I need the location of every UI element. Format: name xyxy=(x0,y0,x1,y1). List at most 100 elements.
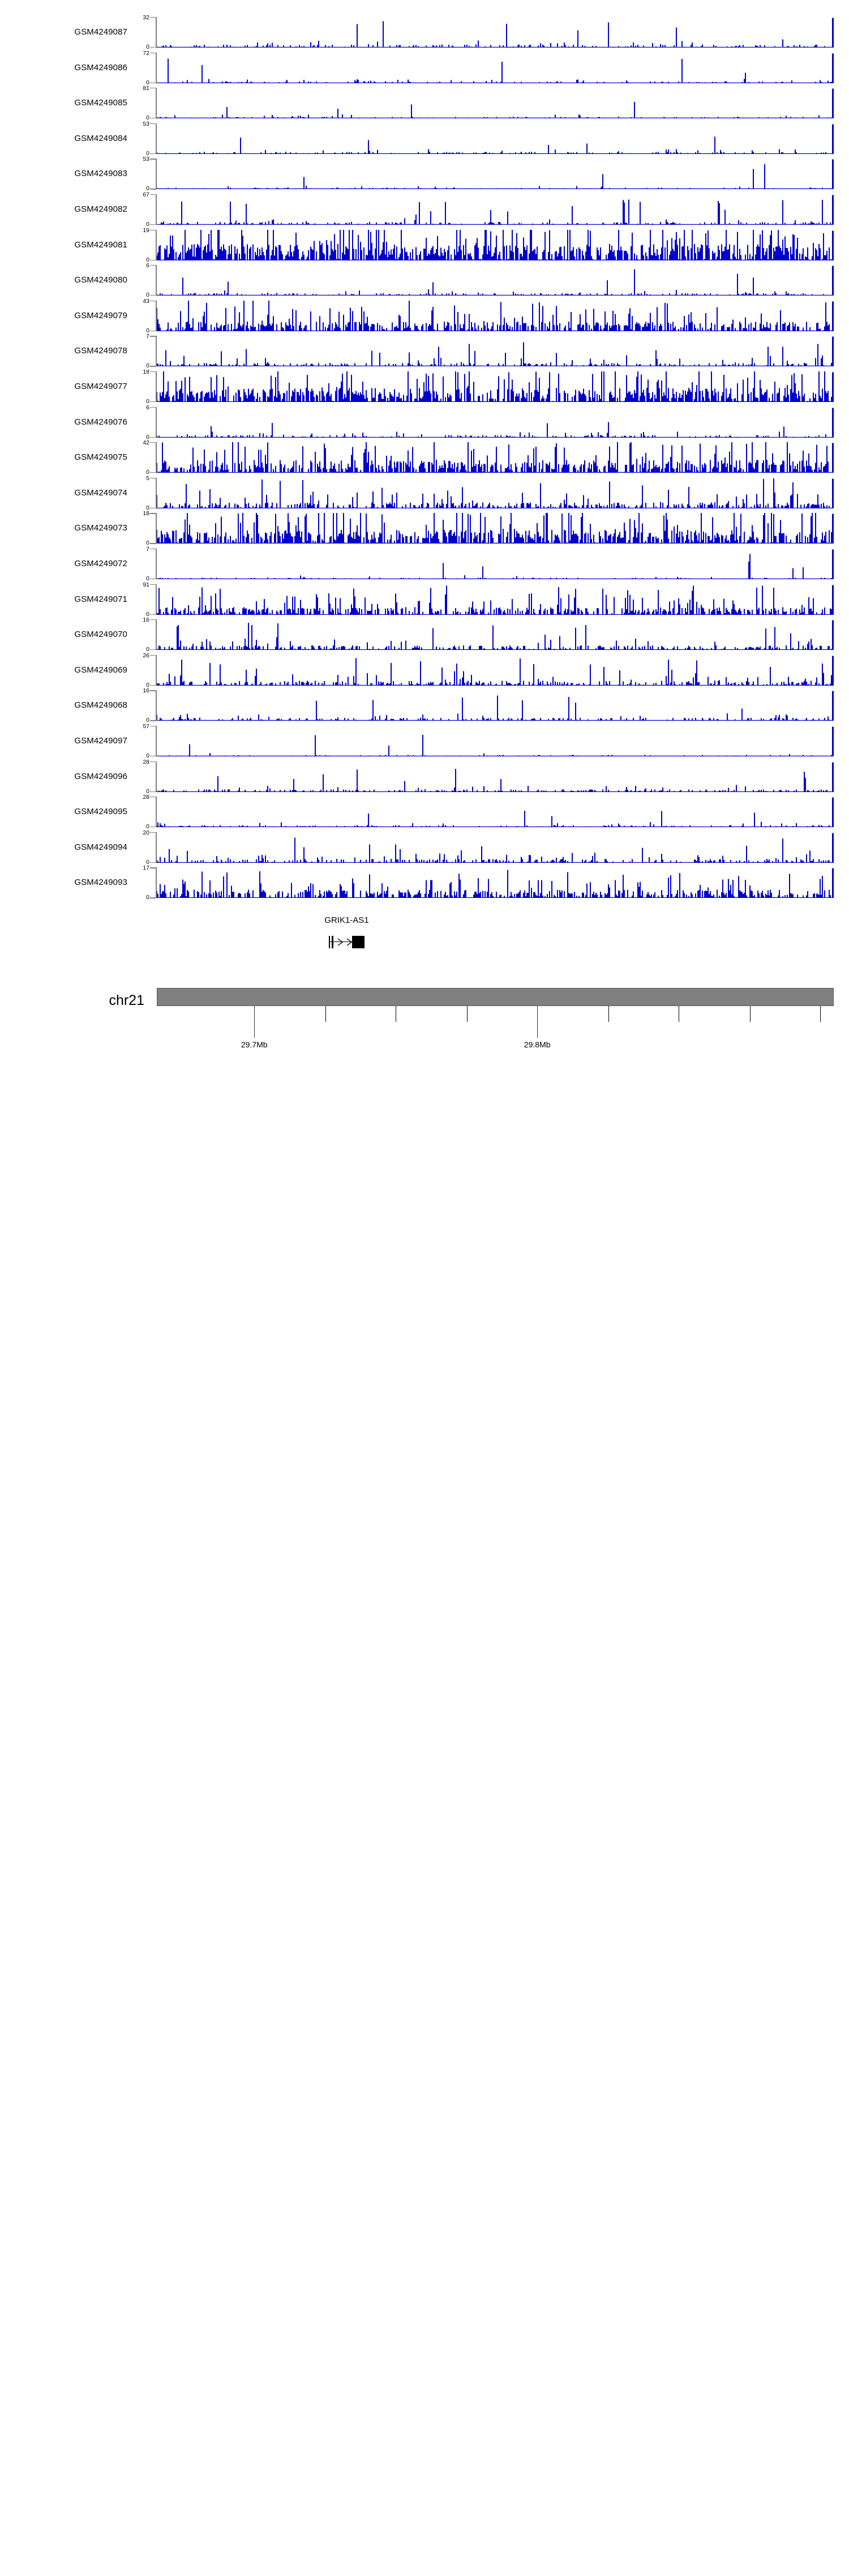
axis-min-label: 0 xyxy=(146,540,149,547)
coverage-plot[interactable] xyxy=(157,123,834,154)
ruler-tick xyxy=(608,1006,609,1022)
axis-min-label: 0 xyxy=(146,292,149,299)
coverage-plot[interactable] xyxy=(157,477,834,508)
axis-max-label: 91 xyxy=(143,581,149,588)
coverage-track[interactable]: GSM4249076 6 0 xyxy=(0,405,849,443)
axis-max-label: 16 xyxy=(143,617,149,624)
axis-tick-max xyxy=(150,265,156,266)
coverage-track[interactable]: GSM4249087 32 0 xyxy=(0,14,849,53)
axis-spine xyxy=(156,797,157,828)
axis-spine xyxy=(156,17,157,48)
coverage-plot[interactable] xyxy=(157,584,834,615)
coverage-plot[interactable] xyxy=(157,52,834,83)
coverage-plot[interactable] xyxy=(157,690,834,721)
genomic-coordinate-ruler: chr21 29.7Mb 29.8Mb xyxy=(0,988,849,1062)
coverage-track[interactable]: GSM4249096 28 0 xyxy=(0,759,849,797)
axis-spine xyxy=(156,654,157,686)
axis-spine xyxy=(156,690,157,721)
coverage-plot[interactable] xyxy=(157,726,834,756)
coverage-track[interactable]: GSM4249073 18 0 xyxy=(0,511,849,549)
axis-max-label: 32 xyxy=(143,14,149,21)
track-label-gsm4249095: GSM4249095 xyxy=(74,807,127,817)
axis-max-label: 6 xyxy=(146,262,149,269)
coverage-track[interactable]: GSM4249078 7 0 xyxy=(0,333,849,371)
coverage-track[interactable]: GSM4249080 6 0 xyxy=(0,262,849,301)
axis-min-label: 0 xyxy=(146,681,149,688)
axis-spine xyxy=(156,513,157,544)
coverage-track[interactable]: GSM4249079 43 0 xyxy=(0,297,849,336)
coverage-track[interactable]: GSM4249075 42 0 xyxy=(0,439,849,478)
axis-min-label: 0 xyxy=(146,610,149,618)
coverage-plot[interactable] xyxy=(157,797,834,828)
coverage-track[interactable]: GSM4249095 28 0 xyxy=(0,794,849,832)
axis-min-label: 0 xyxy=(146,823,149,831)
coverage-track[interactable]: GSM4249081 19 0 xyxy=(0,228,849,266)
axis-min-label: 0 xyxy=(146,256,149,263)
coverage-plot[interactable] xyxy=(157,336,834,367)
coverage-plot[interactable] xyxy=(157,159,834,190)
coverage-plot[interactable] xyxy=(157,194,834,225)
coverage-plot[interactable] xyxy=(157,654,834,686)
axis-max-label: 53 xyxy=(143,120,149,127)
coverage-track[interactable]: GSM4249071 91 0 xyxy=(0,581,849,620)
axis-tick-max xyxy=(150,867,156,868)
gene-exon xyxy=(328,936,330,948)
axis-spine xyxy=(156,159,157,190)
coverage-plot[interactable] xyxy=(157,17,834,48)
axis-min-label: 0 xyxy=(146,433,149,440)
axis-spine xyxy=(156,832,157,863)
coverage-plot[interactable] xyxy=(157,406,834,438)
axis-max-label: 42 xyxy=(143,439,149,447)
axis-min-label: 0 xyxy=(146,44,149,50)
track-label-gsm4249087: GSM4249087 xyxy=(74,27,127,37)
coverage-track[interactable]: GSM4249093 17 0 xyxy=(0,865,849,903)
coverage-plot[interactable] xyxy=(157,229,834,260)
coverage-track[interactable]: GSM4249094 20 0 xyxy=(0,830,849,868)
track-label-gsm4249072: GSM4249072 xyxy=(74,559,127,568)
gene-model[interactable] xyxy=(328,935,365,949)
coverage-track[interactable]: GSM4249086 72 0 xyxy=(0,50,849,88)
gene-name-label: GRIK1-AS1 xyxy=(324,915,369,925)
axis-max-label: 43 xyxy=(143,297,149,305)
coverage-track[interactable]: GSM4249084 53 0 xyxy=(0,120,849,159)
chromosome-bar[interactable] xyxy=(157,988,834,1006)
track-label-gsm4249069: GSM4249069 xyxy=(74,665,127,675)
coverage-plot[interactable] xyxy=(157,832,834,863)
axis-tick-min xyxy=(150,897,156,898)
axis-tick-min xyxy=(150,614,156,615)
coverage-plot[interactable] xyxy=(157,442,834,473)
axis-tick-max xyxy=(150,371,156,373)
coverage-track[interactable]: GSM4249077 18 0 xyxy=(0,369,849,407)
coverage-plot[interactable] xyxy=(157,88,834,119)
coverage-plot[interactable] xyxy=(157,549,834,579)
coverage-track[interactable]: GSM4249083 53 0 xyxy=(0,156,849,194)
coverage-plot[interactable] xyxy=(157,265,834,296)
coverage-track[interactable]: GSM4249082 67 0 xyxy=(0,192,849,230)
axis-max-label: 81 xyxy=(143,85,149,92)
coverage-track[interactable]: GSM4249068 16 0 xyxy=(0,688,849,726)
track-label-gsm4249076: GSM4249076 xyxy=(74,417,127,427)
axis-tick-min xyxy=(150,684,156,686)
coverage-plot[interactable] xyxy=(157,761,834,792)
coverage-track[interactable]: GSM4249070 16 0 xyxy=(0,617,849,655)
axis-min-label: 0 xyxy=(146,752,149,759)
axis-max-label: 53 xyxy=(143,156,149,163)
coverage-track[interactable]: GSM4249072 7 0 xyxy=(0,546,849,584)
coverage-track[interactable]: GSM4249097 57 0 xyxy=(0,724,849,761)
coverage-plot[interactable] xyxy=(157,513,834,544)
coverage-plot[interactable] xyxy=(157,867,834,898)
track-label-gsm4249082: GSM4249082 xyxy=(74,204,127,214)
coverage-plot[interactable] xyxy=(157,619,834,651)
coverage-track[interactable]: GSM4249069 26 0 xyxy=(0,653,849,691)
axis-spine xyxy=(156,265,157,296)
axis-spine xyxy=(156,584,157,615)
coverage-track[interactable]: GSM4249085 81 0 xyxy=(0,85,849,123)
coverage-plot[interactable] xyxy=(157,300,834,331)
axis-min-label: 0 xyxy=(146,79,149,86)
axis-max-label: 28 xyxy=(143,794,149,801)
coverage-plot[interactable] xyxy=(157,371,834,402)
coverage-track[interactable]: GSM4249074 5 0 xyxy=(0,476,849,514)
axis-spine xyxy=(156,549,157,579)
axis-spine xyxy=(156,229,157,260)
track-label-gsm4249094: GSM4249094 xyxy=(74,842,127,852)
